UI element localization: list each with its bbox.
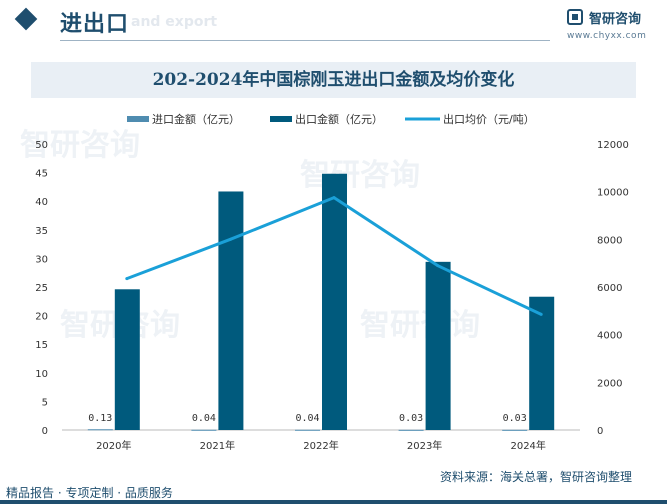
y-right-tick-label: 10000: [597, 188, 629, 199]
import-bar: [87, 429, 113, 431]
y-left-tick-label: 35: [35, 226, 48, 237]
watermark: 智研咨询: [20, 128, 140, 163]
export-bar: [529, 296, 555, 430]
import-data-label: 0.03: [399, 413, 423, 424]
section-title: 进出口: [60, 12, 130, 37]
legend-swatch-export: [270, 116, 292, 122]
y-left-tick-label: 20: [35, 312, 48, 323]
legend-label-price: 出口均价（元/吨）: [443, 112, 535, 126]
import-data-label: 0.13: [88, 413, 112, 424]
source-note: 资料来源：海关总署，智研咨询整理: [440, 470, 633, 484]
y-right-tick-label: 0: [597, 426, 603, 437]
watermark: 智研咨询: [300, 158, 420, 193]
x-tick-label: 2024年: [510, 439, 545, 452]
price-point: [539, 312, 543, 316]
axes: 0 5 10 15 20 25 30 35 40 45 50 0 2000 4000 6000 8000 100…: [35, 140, 629, 452]
y-right-tick-label: 12000: [597, 140, 629, 151]
legend-label-import: 进口金额（亿元）: [152, 112, 240, 126]
import-bar: [502, 429, 528, 431]
section-subtitle: and export: [131, 14, 218, 30]
x-tick-label: 2020年: [96, 439, 131, 452]
price-point: [332, 196, 336, 200]
y-left-tick-label: 40: [35, 197, 48, 208]
y-left-tick-label: 10: [35, 369, 48, 380]
y-right-tick-label: 4000: [597, 331, 622, 342]
export-bar: [425, 261, 451, 430]
import-data-label: 0.04: [295, 413, 319, 424]
price-point: [125, 277, 129, 281]
y-right-tick-label: 8000: [597, 235, 622, 246]
legend-label-export: 出口金额（亿元）: [295, 112, 383, 126]
y-left-tick-label: 30: [35, 254, 48, 265]
import-data-label: 0.03: [503, 413, 527, 424]
brand-logo-icon: [567, 9, 583, 25]
y-right-tick-label: 2000: [597, 378, 622, 389]
watermark: 智研咨询: [360, 308, 480, 343]
y-left-tick-label: 0: [42, 426, 48, 437]
y-right-tick-label: 6000: [597, 283, 622, 294]
y-left-tick-label: 15: [35, 340, 48, 351]
bars: 0.13 0.04 0.04 0.03 0.03: [87, 173, 555, 431]
x-tick-label: 2022年: [303, 439, 338, 452]
y-left-tick-label: 25: [35, 283, 48, 294]
import-bar: [398, 429, 424, 431]
import-bar: [191, 429, 217, 431]
x-tick-label: 2023年: [407, 439, 442, 452]
title-band: [31, 62, 636, 98]
y-left-tick-label: 50: [35, 140, 48, 151]
brand-name: 智研咨询: [589, 12, 642, 27]
chart-title: 202-2024年中国棕刚玉进出口金额及均价变化: [152, 70, 515, 90]
y-left-tick-label: 5: [42, 397, 48, 408]
header-divider: [60, 40, 550, 41]
brand-url: www.chyxx.com: [567, 31, 647, 41]
price-point: [228, 237, 232, 241]
legend-swatch-import: [127, 116, 149, 122]
export-bar: [322, 173, 347, 430]
legend: 进口金额（亿元） 出口金额（亿元） 出口均价（元/吨）: [127, 112, 535, 126]
x-tick-label: 2021年: [200, 439, 235, 452]
footer-bar: [0, 500, 667, 504]
price-line: [125, 196, 543, 316]
footer-tagline: 精品报告 · 专项定制 · 品质服务: [6, 486, 173, 500]
export-bar: [114, 289, 140, 430]
export-bar: [218, 191, 244, 430]
price-point: [436, 264, 440, 268]
import-bar: [295, 429, 320, 431]
header: 进出口 and export 智研咨询 www.chyxx.com: [0, 0, 667, 44]
import-data-label: 0.04: [192, 413, 216, 424]
y-left-tick-label: 45: [35, 169, 48, 180]
